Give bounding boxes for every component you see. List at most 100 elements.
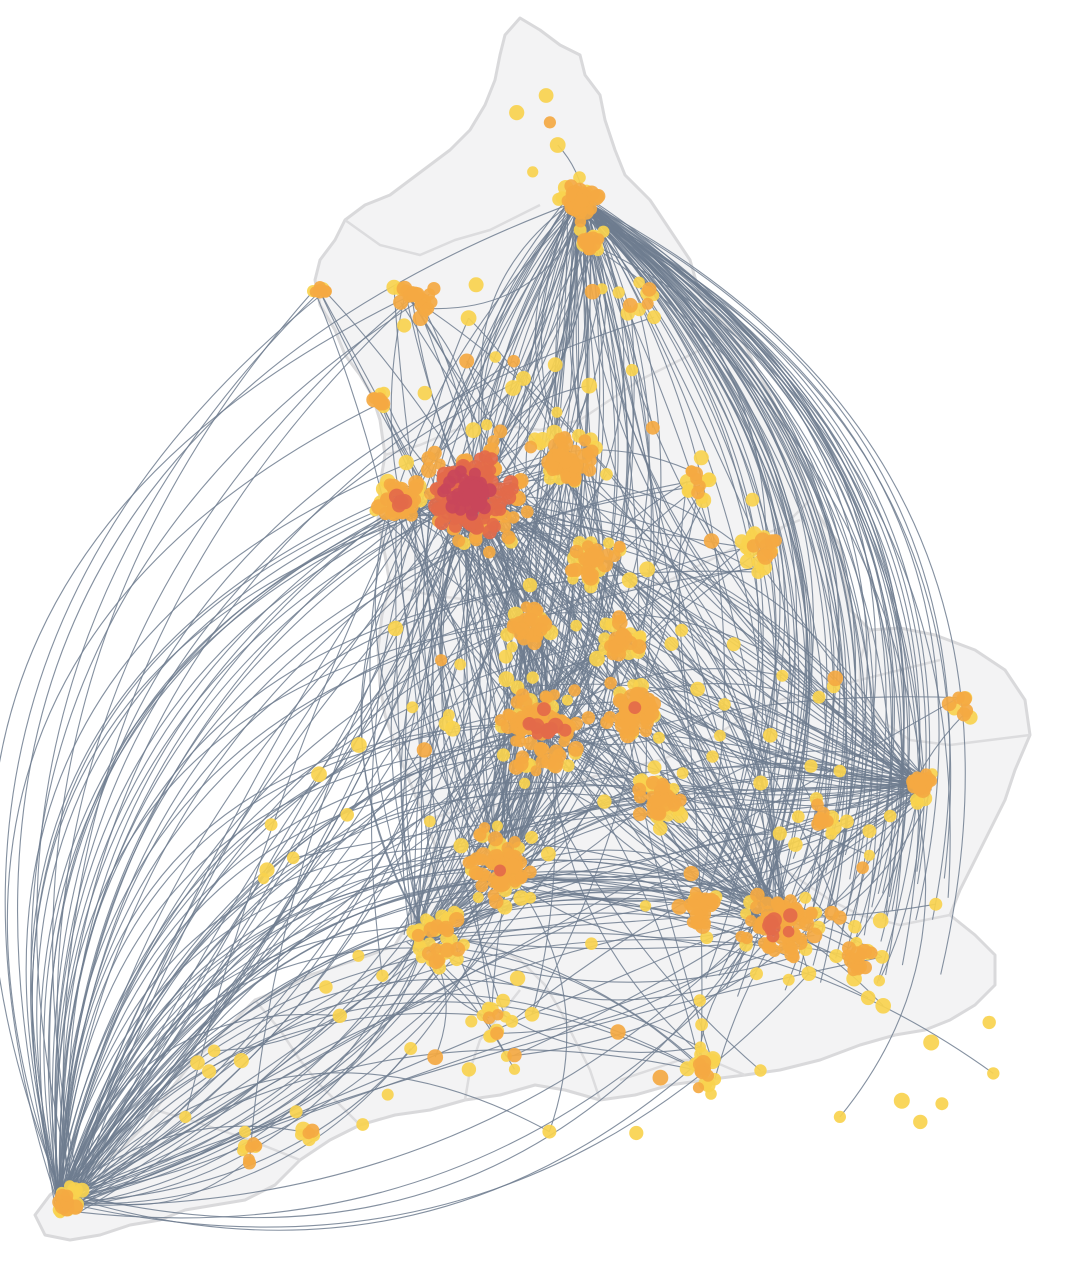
flow-line bbox=[61, 494, 469, 1204]
flow-line bbox=[550, 201, 634, 729]
location-node bbox=[481, 419, 493, 431]
location-node bbox=[750, 967, 763, 981]
flow-line bbox=[415, 642, 619, 943]
flow-line bbox=[463, 493, 556, 1015]
location-node bbox=[515, 726, 527, 738]
location-node bbox=[959, 703, 974, 718]
location-node bbox=[404, 1042, 418, 1055]
flow-line bbox=[422, 197, 575, 874]
flow-line bbox=[361, 493, 443, 942]
location-node bbox=[633, 790, 647, 804]
location-node bbox=[251, 1140, 263, 1152]
flow-line bbox=[68, 492, 699, 1205]
location-node bbox=[704, 892, 718, 907]
location-node bbox=[568, 562, 584, 577]
location-node bbox=[603, 711, 617, 724]
location-node bbox=[642, 282, 657, 297]
flow-line bbox=[630, 719, 915, 807]
location-node bbox=[556, 445, 569, 459]
location-node bbox=[581, 239, 594, 253]
location-node bbox=[437, 485, 449, 498]
flow-line bbox=[67, 506, 404, 1200]
flow-line bbox=[324, 291, 472, 486]
location-node bbox=[519, 777, 531, 789]
flow-line bbox=[79, 438, 561, 1204]
location-node bbox=[491, 849, 504, 861]
flow-line bbox=[59, 781, 640, 1201]
location-node bbox=[454, 658, 467, 671]
location-node bbox=[839, 814, 854, 829]
location-node bbox=[581, 711, 596, 725]
location-node bbox=[470, 868, 483, 881]
location-node bbox=[585, 937, 598, 950]
location-node bbox=[671, 898, 688, 915]
flow-line bbox=[4, 291, 326, 1202]
location-node bbox=[558, 735, 570, 748]
flow-line bbox=[75, 653, 619, 1204]
location-node bbox=[987, 1067, 1000, 1080]
flow-line bbox=[525, 189, 586, 725]
location-node bbox=[740, 932, 753, 945]
flow-line bbox=[57, 606, 527, 1200]
location-node bbox=[416, 742, 433, 758]
location-node bbox=[829, 949, 844, 964]
location-node bbox=[526, 671, 539, 684]
location-node bbox=[561, 759, 575, 772]
location-node bbox=[693, 994, 706, 1007]
location-node bbox=[689, 887, 702, 899]
flow-line bbox=[586, 207, 790, 872]
location-node bbox=[703, 533, 720, 549]
flow-line bbox=[422, 458, 568, 940]
location-node bbox=[524, 440, 538, 454]
location-node bbox=[664, 636, 679, 652]
flow-line bbox=[51, 316, 655, 1201]
location-node bbox=[496, 748, 510, 762]
location-node bbox=[502, 708, 515, 721]
flow-line bbox=[63, 1072, 550, 1201]
location-node bbox=[785, 942, 798, 955]
flow-line bbox=[839, 792, 927, 1118]
location-node bbox=[438, 716, 454, 732]
location-node bbox=[531, 604, 544, 617]
location-node bbox=[573, 223, 587, 237]
location-node bbox=[580, 551, 595, 567]
location-node bbox=[498, 519, 512, 533]
flow-line bbox=[495, 864, 763, 939]
location-node bbox=[635, 630, 647, 642]
flow-line bbox=[418, 498, 498, 865]
location-node bbox=[202, 1064, 217, 1079]
location-node bbox=[610, 1024, 626, 1040]
flow-line bbox=[566, 472, 783, 918]
location-node bbox=[689, 466, 703, 481]
location-node bbox=[691, 485, 705, 500]
location-node bbox=[799, 891, 812, 904]
location-node bbox=[645, 775, 660, 790]
flow-line bbox=[594, 209, 808, 976]
flow-line bbox=[589, 206, 815, 888]
location-node bbox=[520, 505, 534, 519]
location-node bbox=[647, 310, 661, 325]
flow-line bbox=[505, 554, 608, 877]
location-node bbox=[460, 310, 477, 326]
location-node bbox=[548, 689, 560, 701]
location-node bbox=[319, 980, 333, 994]
location-node bbox=[539, 690, 552, 703]
flow-line bbox=[58, 878, 778, 1204]
location-node bbox=[726, 637, 741, 652]
flow-line bbox=[583, 202, 807, 924]
location-node bbox=[495, 497, 507, 509]
location-node bbox=[507, 354, 520, 368]
location-node bbox=[862, 824, 877, 838]
location-node bbox=[537, 702, 551, 717]
location-node bbox=[332, 1008, 347, 1023]
flow-line bbox=[6, 402, 382, 1201]
location-node bbox=[541, 846, 556, 862]
flow-line bbox=[74, 713, 543, 1192]
location-node bbox=[581, 377, 598, 394]
location-node bbox=[658, 794, 672, 807]
location-node bbox=[286, 851, 300, 865]
location-node bbox=[752, 922, 765, 934]
location-node bbox=[694, 918, 711, 934]
location-node bbox=[624, 714, 637, 727]
location-node bbox=[533, 622, 548, 637]
